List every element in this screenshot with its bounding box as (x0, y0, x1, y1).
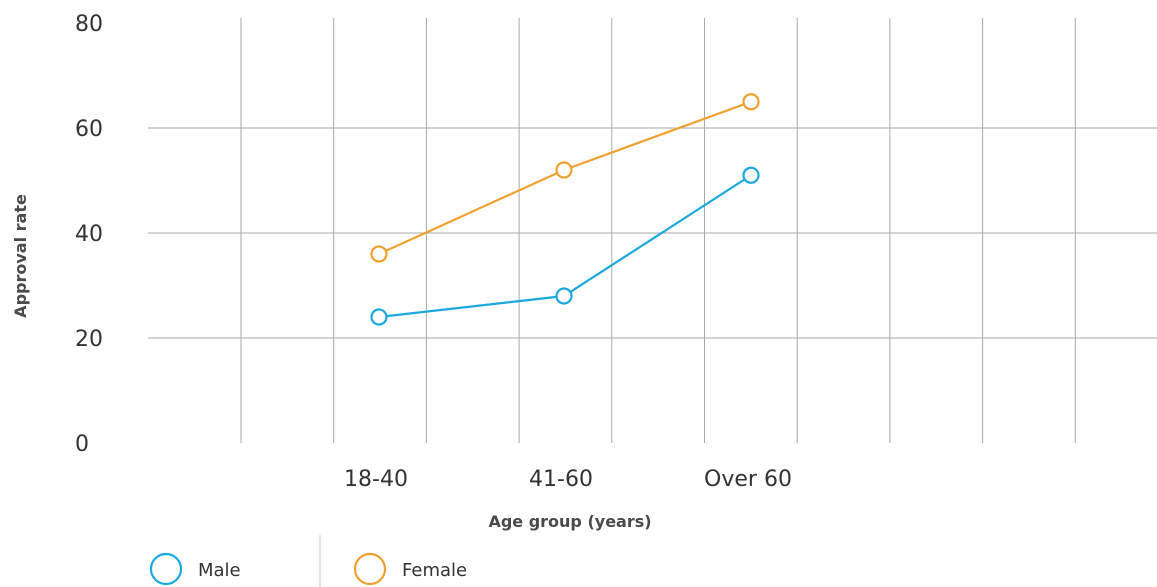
x-tick-label: Over 60 (704, 467, 792, 492)
data-point-male (742, 166, 760, 184)
y-tick-label: 60 (75, 117, 103, 142)
series-lines (378, 100, 752, 319)
y-tick-label: 20 (75, 327, 103, 352)
legend-label-female[interactable]: Female (402, 560, 467, 581)
y-axis-title: Approval rate (11, 194, 30, 318)
series-points (370, 93, 760, 326)
y-axis-ticks: 0 20 40 60 80 (75, 12, 103, 457)
data-point-male (555, 287, 573, 305)
data-point-male (370, 308, 388, 326)
x-axis-title: Age group (years) (488, 512, 651, 531)
y-tick-label: 40 (75, 222, 103, 247)
legend-marker-female[interactable] (353, 552, 387, 586)
data-point-female (555, 161, 573, 179)
legend-label-male[interactable]: Male (198, 560, 241, 581)
legend-marker-male[interactable] (149, 552, 183, 586)
x-tick-label: 18-40 (344, 467, 408, 492)
grid-lines (148, 18, 1157, 443)
x-tick-label: 41-60 (529, 467, 593, 492)
y-tick-label: 0 (75, 432, 89, 457)
x-axis-ticks: 18-40 41-60 Over 60 (344, 467, 792, 492)
data-point-female (370, 245, 388, 263)
legend: Male Female (149, 535, 467, 587)
data-point-female (742, 93, 760, 111)
y-tick-label: 80 (75, 12, 103, 37)
